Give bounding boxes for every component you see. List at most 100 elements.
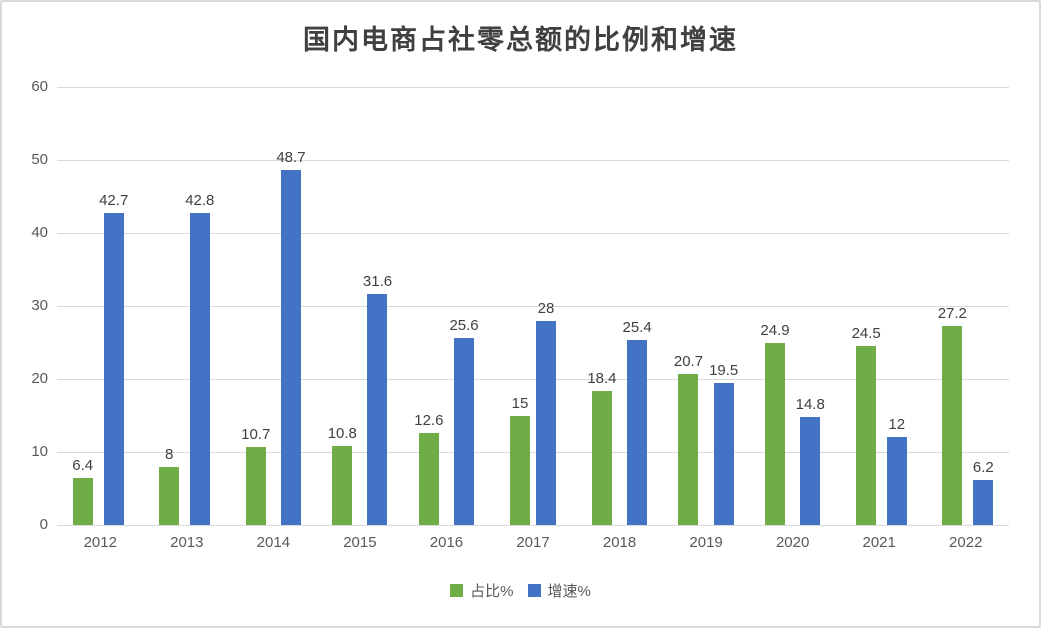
- x-tick-label-2015: 2015: [343, 534, 377, 551]
- bar-series0-2014: [245, 446, 266, 525]
- bar-col: 6.2: [973, 87, 994, 525]
- bar-series0-2020: [765, 343, 786, 525]
- x-tick-label-2022: 2022: [949, 534, 983, 551]
- bar-col: 6.4: [72, 87, 93, 525]
- bar-series0-2019: [678, 373, 699, 525]
- bar-col: 12: [886, 87, 907, 525]
- y-tick-label: 0: [39, 516, 48, 533]
- data-label: 10.7: [241, 425, 271, 443]
- legend-swatch-icon: [450, 584, 464, 597]
- data-label: 6.2: [972, 458, 994, 476]
- x-tick-label-2020: 2020: [775, 534, 810, 551]
- bar-col: 28: [535, 87, 556, 525]
- gridline: [57, 378, 1009, 380]
- bar-group-2020: 24.9 14.8: [749, 87, 836, 525]
- data-label: 20.7: [673, 352, 704, 370]
- bar-col: 48.7: [276, 87, 306, 525]
- y-tick-label: 40: [31, 224, 48, 241]
- bar-col: 42.7: [99, 87, 128, 525]
- data-label: 42.8: [185, 191, 215, 209]
- x-tick-label-2019: 2019: [689, 534, 723, 551]
- legend-item: 增速%: [527, 580, 591, 601]
- bar-series1-2020: [800, 416, 821, 525]
- bar-group-2012: 6.4 42.7: [57, 87, 144, 525]
- legend-label: 增速%: [547, 583, 591, 600]
- data-label: 10.8: [327, 425, 357, 443]
- x-tick-label-2017: 2017: [516, 534, 550, 551]
- bar-series0-2016: [418, 433, 439, 525]
- x-tick-label-2014: 2014: [256, 534, 291, 551]
- bar-col: 25.4: [623, 87, 652, 525]
- bar-col: 10.8: [328, 87, 357, 525]
- bar-col: 14.8: [796, 87, 825, 525]
- bar-series0-2022: [942, 326, 963, 525]
- bar-group-2021: 24.5 12: [836, 87, 923, 525]
- chart-title: 国内电商占社零总额的比例和增速: [303, 25, 738, 56]
- bar-col: 24.5: [852, 87, 881, 525]
- data-label: 8: [165, 445, 174, 463]
- bar-series1-2018: [627, 339, 648, 525]
- x-tick-label-2016: 2016: [429, 534, 464, 551]
- bar-group-2013: 8 42.8: [144, 87, 231, 525]
- legend-swatch-icon: [527, 584, 541, 597]
- gridline: [57, 451, 1009, 453]
- gridline: [57, 524, 1009, 526]
- bar-col: 19.5: [709, 87, 738, 525]
- bar-series0-2015: [332, 446, 353, 525]
- gridline: [57, 232, 1009, 234]
- data-label: 42.7: [99, 192, 129, 210]
- data-label: 15: [511, 394, 529, 412]
- bar-col: 18.4: [587, 87, 617, 525]
- bar-group-2015: 10.8 31.6: [317, 87, 404, 525]
- gridline: [57, 159, 1009, 161]
- x-tick-label-2012: 2012: [83, 534, 117, 551]
- bar-col: 12.6: [414, 87, 443, 525]
- bar-series1-2014: [280, 169, 301, 525]
- x-tick-label-2021: 2021: [862, 534, 896, 551]
- bar-series1-2012: [103, 213, 124, 525]
- bar-series0-2021: [856, 346, 877, 525]
- bar-col: 8: [159, 87, 180, 525]
- data-label: 25.6: [449, 317, 479, 335]
- plot-area: 6.4 42.7 8 42.8 10.7 48.7 10.8 31.6 12.6 25.6 15 28…: [57, 86, 1009, 526]
- bar-series0-2018: [591, 390, 612, 525]
- bar-series1-2019: [713, 382, 734, 525]
- bar-series0-2013: [159, 466, 180, 525]
- gridline: [57, 86, 1009, 88]
- data-label: 12.6: [414, 412, 444, 430]
- data-label: 12: [888, 416, 906, 434]
- data-label: 24.5: [851, 325, 881, 343]
- bar-group-2022: 27.2 6.2: [922, 87, 1009, 525]
- data-label: 19.5: [709, 361, 739, 379]
- data-label: 31.6: [362, 273, 393, 291]
- bar-series0-2017: [509, 415, 530, 525]
- bar-group-2017: 15 28: [490, 87, 577, 525]
- y-tick-label: 50: [31, 151, 48, 168]
- data-label: 24.9: [760, 322, 790, 340]
- gridline: [57, 305, 1009, 307]
- data-label: 14.8: [795, 395, 825, 413]
- bar-col: 31.6: [363, 87, 392, 525]
- data-label: 48.7: [276, 148, 306, 166]
- bar-series1-2022: [973, 479, 994, 525]
- y-tick-label: 10: [31, 443, 48, 460]
- bar-series1-2015: [367, 294, 388, 525]
- y-tick-label: 20: [31, 370, 48, 387]
- legend-item: 占比%: [450, 580, 514, 601]
- x-axis: 2012 2013 2014 2015 2016 2017 2018 2019 2020 2021…: [57, 534, 1009, 551]
- y-tick-label: 60: [31, 78, 48, 95]
- bar-col: 24.9: [760, 87, 790, 525]
- bar-col: 25.6: [449, 87, 479, 525]
- bar-series1-2017: [535, 320, 556, 525]
- x-tick-label-2013: 2013: [170, 534, 204, 551]
- legend-label: 占比%: [470, 583, 514, 600]
- bar-col: 27.2: [938, 87, 967, 525]
- bar-col: 10.7: [241, 87, 270, 525]
- bar-series1-2021: [886, 437, 907, 525]
- bar-col: 20.7: [674, 87, 703, 525]
- bar-series0-2012: [72, 478, 93, 525]
- bar-group-2014: 10.7 48.7: [230, 87, 317, 525]
- data-label: 18.4: [587, 369, 617, 387]
- bar-group-2016: 12.6 25.6: [403, 87, 490, 525]
